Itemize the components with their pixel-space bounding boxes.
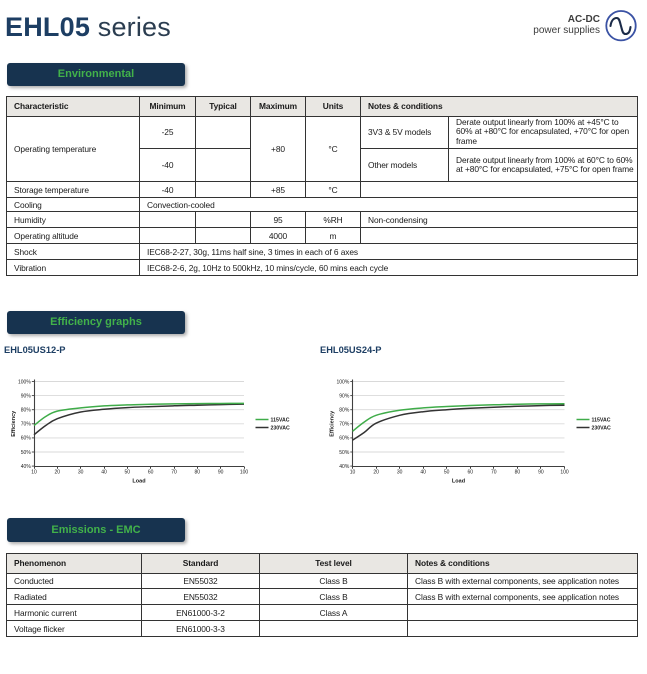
svg-text:115VAC: 115VAC [592, 418, 611, 424]
svg-text:90%: 90% [339, 393, 350, 399]
svg-text:100%: 100% [18, 379, 31, 385]
svg-text:50: 50 [444, 470, 450, 476]
svg-text:60%: 60% [339, 436, 350, 442]
svg-text:20: 20 [55, 470, 61, 476]
svg-text:70: 70 [171, 470, 177, 476]
svg-text:50%: 50% [339, 450, 350, 456]
svg-text:30: 30 [78, 470, 84, 476]
svg-text:Load: Load [132, 479, 145, 485]
svg-text:60%: 60% [21, 436, 32, 442]
svg-text:80: 80 [515, 470, 521, 476]
svg-text:90: 90 [538, 470, 544, 476]
svg-text:230VAC: 230VAC [271, 426, 290, 432]
svg-text:70: 70 [491, 470, 497, 476]
svg-text:40%: 40% [339, 464, 350, 470]
svg-text:90%: 90% [21, 393, 32, 399]
svg-text:100: 100 [240, 470, 249, 476]
svg-text:80%: 80% [21, 408, 32, 414]
svg-text:50%: 50% [21, 450, 32, 456]
svg-text:Efficiency: Efficiency [11, 410, 17, 437]
svg-text:230VAC: 230VAC [592, 426, 611, 432]
svg-text:40: 40 [101, 470, 107, 476]
svg-text:100%: 100% [337, 379, 350, 385]
svg-text:Load: Load [452, 479, 465, 485]
svg-text:100: 100 [560, 470, 569, 476]
svg-text:90: 90 [218, 470, 224, 476]
svg-text:10: 10 [350, 470, 356, 476]
svg-text:30: 30 [397, 470, 403, 476]
svg-text:80: 80 [195, 470, 201, 476]
svg-text:115VAC: 115VAC [271, 418, 290, 424]
svg-text:40%: 40% [21, 464, 32, 470]
svg-text:Efficiency: Efficiency [330, 410, 336, 437]
svg-text:70%: 70% [339, 422, 350, 428]
svg-text:70%: 70% [21, 422, 32, 428]
svg-text:10: 10 [31, 470, 37, 476]
svg-text:80%: 80% [339, 408, 350, 414]
svg-text:60: 60 [148, 470, 154, 476]
svg-text:50: 50 [125, 470, 131, 476]
svg-text:20: 20 [373, 470, 379, 476]
svg-text:40: 40 [420, 470, 426, 476]
svg-text:60: 60 [468, 470, 474, 476]
